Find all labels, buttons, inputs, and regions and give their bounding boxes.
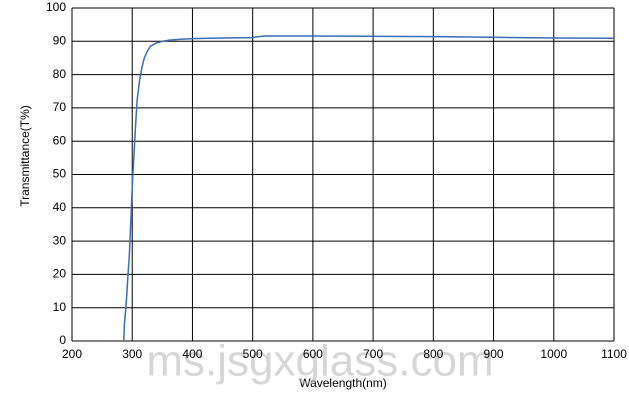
y-tick-label: 10 [53, 300, 67, 314]
y-tick-label: 90 [53, 33, 67, 47]
x-tick-label: 600 [303, 347, 323, 361]
y-tick-label: 70 [53, 100, 67, 114]
x-tick-label: 400 [182, 347, 202, 361]
y-axis-title: Transmittance(T%) [18, 105, 32, 207]
x-tick-label: 900 [484, 347, 504, 361]
x-tick-label: 1100 [601, 347, 627, 361]
y-tick-label: 30 [53, 233, 67, 247]
data-line [123, 35, 615, 342]
y-tick-label: 60 [53, 133, 67, 147]
watermark: ms.jsgxglass.com [146, 337, 493, 386]
x-tick-label: 200 [62, 347, 82, 361]
x-tick-label: 300 [122, 347, 142, 361]
y-tick-label: 50 [53, 167, 67, 181]
y-tick-label: 20 [53, 267, 67, 281]
y-tick-label: 40 [53, 200, 67, 214]
y-tick-label: 0 [59, 333, 66, 347]
y-tick-label: 80 [53, 67, 67, 81]
x-tick-label: 800 [423, 347, 443, 361]
y-tick-label: 100 [46, 0, 66, 14]
x-axis-title: Wavelength(nm) [299, 376, 387, 390]
x-tick-label: 500 [243, 347, 263, 361]
x-tick-label: 1000 [540, 347, 567, 361]
x-tick-label: 700 [363, 347, 383, 361]
